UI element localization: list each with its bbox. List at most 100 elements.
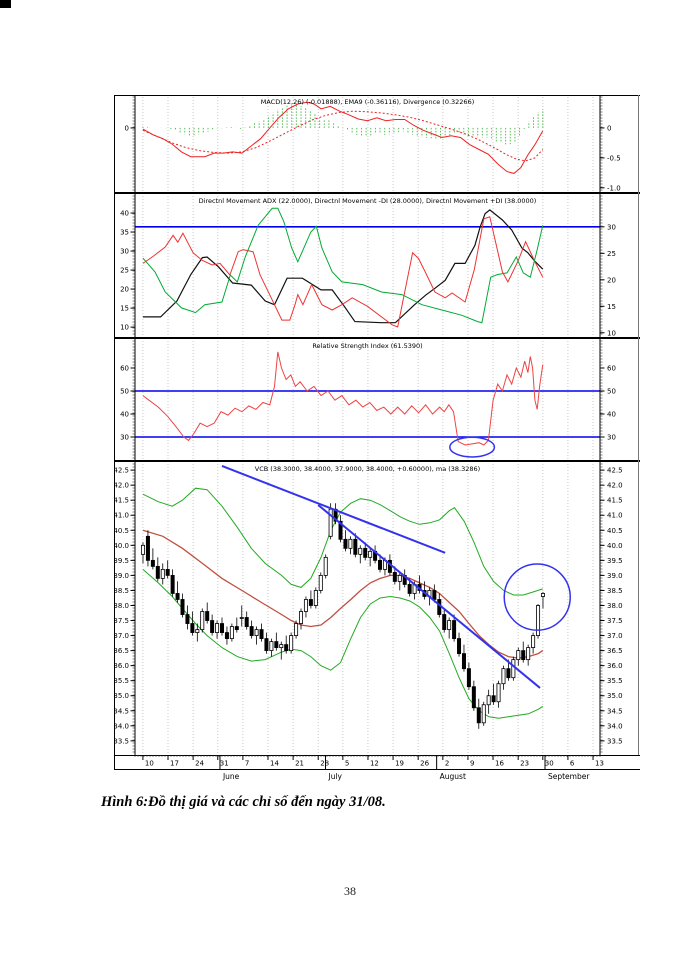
svg-text:37.0: 37.0 — [607, 632, 623, 640]
svg-text:36.0: 36.0 — [114, 662, 129, 670]
panel-rsi: 60 50 40 30 60 50 40 30 Relative Strength Index … — [120, 339, 616, 460]
svg-text:41.5: 41.5 — [607, 497, 623, 505]
svg-text:41.0: 41.0 — [114, 512, 129, 520]
svg-text:12: 12 — [370, 760, 379, 768]
panel-dmi: 40 35 30 25 20 15 10 30 25 20 15 10 Directnl Movemen… — [120, 194, 616, 337]
svg-text:30: 30 — [545, 760, 554, 768]
panel-title-dmi: Directnl Movement ADX (22.0000), Directn… — [199, 197, 537, 205]
svg-text:15: 15 — [607, 303, 616, 311]
svg-text:40: 40 — [607, 410, 616, 418]
svg-text:19: 19 — [395, 760, 404, 768]
svg-text:40: 40 — [120, 410, 129, 418]
svg-text:40.5: 40.5 — [114, 527, 129, 535]
svg-text:34.0: 34.0 — [114, 722, 129, 730]
svg-text:21: 21 — [295, 760, 304, 768]
svg-text:30: 30 — [120, 248, 129, 256]
svg-text:39.5: 39.5 — [607, 557, 623, 565]
svg-text:50: 50 — [607, 387, 616, 395]
svg-text:5: 5 — [345, 760, 349, 768]
svg-text:41.5: 41.5 — [114, 497, 129, 505]
svg-text:42.0: 42.0 — [114, 482, 129, 490]
svg-text:41.0: 41.0 — [607, 512, 623, 520]
svg-text:39.0: 39.0 — [114, 572, 129, 580]
svg-text:35: 35 — [120, 229, 129, 237]
month-label-september: September — [548, 772, 590, 781]
svg-text:36.5: 36.5 — [607, 647, 623, 655]
svg-text:30: 30 — [607, 433, 616, 441]
svg-text:60: 60 — [607, 364, 616, 372]
page-number: 38 — [344, 884, 356, 898]
scan-artifact-mark — [0, 0, 11, 8]
svg-text:-1.0: -1.0 — [607, 184, 621, 192]
svg-text:34.0: 34.0 — [607, 722, 623, 730]
panel-title-price: VCB (38.3000, 38.4000, 37.9000, 38.4000,… — [255, 465, 480, 473]
svg-text:-0.5: -0.5 — [607, 154, 621, 162]
svg-text:6: 6 — [570, 760, 575, 768]
panel-title-macd: MACD(12,26) (-0.01888), EMA9 (-0.36116),… — [261, 98, 475, 106]
svg-text:39.0: 39.0 — [607, 572, 623, 580]
svg-text:39.5: 39.5 — [114, 557, 129, 565]
month-label-july: July — [328, 772, 343, 781]
svg-text:28: 28 — [320, 760, 329, 768]
date-axis: 10 17 24 31 7 14 21 28 5 12 19 26 2 9 16 23 30 6 13 June Jul… — [114, 755, 640, 781]
svg-text:42.0: 42.0 — [607, 482, 623, 490]
month-label-june: June — [222, 772, 240, 781]
svg-text:38.5: 38.5 — [607, 587, 623, 595]
svg-text:10: 10 — [607, 329, 616, 337]
svg-text:40.0: 40.0 — [114, 542, 129, 550]
svg-text:36.0: 36.0 — [607, 662, 623, 670]
svg-text:31: 31 — [220, 760, 229, 768]
svg-text:37.5: 37.5 — [607, 617, 623, 625]
svg-text:30: 30 — [607, 223, 616, 231]
panel-price: 42.5 42.0 41.5 41.0 40.5 40.0 39.5 39.0 38.5 38.0… — [113, 462, 623, 755]
svg-text:37.0: 37.0 — [114, 632, 129, 640]
svg-text:10: 10 — [120, 324, 129, 332]
svg-text:36.5: 36.5 — [114, 647, 129, 655]
svg-text:24: 24 — [195, 760, 204, 768]
svg-text:42.5: 42.5 — [114, 467, 129, 475]
svg-text:38.0: 38.0 — [114, 602, 129, 610]
svg-text:23: 23 — [520, 760, 529, 768]
svg-text:40: 40 — [120, 210, 129, 218]
svg-text:15: 15 — [120, 305, 129, 313]
svg-text:35.0: 35.0 — [607, 692, 623, 700]
svg-text:20: 20 — [607, 276, 616, 284]
svg-text:35.5: 35.5 — [114, 677, 129, 685]
svg-text:17: 17 — [170, 760, 179, 768]
svg-text:34.5: 34.5 — [114, 707, 129, 715]
svg-text:33.5: 33.5 — [114, 737, 129, 745]
svg-text:35.0: 35.0 — [114, 692, 129, 700]
svg-text:30: 30 — [120, 433, 129, 441]
svg-text:42.5: 42.5 — [607, 467, 623, 475]
svg-text:14: 14 — [270, 760, 279, 768]
month-label-august: August — [440, 772, 466, 781]
svg-text:9: 9 — [470, 760, 474, 768]
svg-text:38.0: 38.0 — [607, 602, 623, 610]
svg-text:16: 16 — [495, 760, 504, 768]
svg-text:34.5: 34.5 — [607, 707, 623, 715]
svg-text:50: 50 — [120, 387, 129, 395]
stock-chart-figure: 0 0 -0.5 -1.0 MACD(12,26) (-0.01888), EMA9 (… — [113, 95, 640, 790]
panel-title-rsi: Relative Strength Index (61.5390) — [312, 342, 422, 350]
svg-text:40.5: 40.5 — [607, 527, 623, 535]
svg-text:26: 26 — [420, 760, 429, 768]
svg-text:33.5: 33.5 — [607, 737, 623, 745]
svg-text:13: 13 — [595, 760, 604, 768]
svg-text:25: 25 — [607, 250, 616, 258]
stock-chart-svg: 0 0 -0.5 -1.0 MACD(12,26) (-0.01888), EMA9 (… — [113, 95, 640, 781]
svg-text:35.5: 35.5 — [607, 677, 623, 685]
svg-text:25: 25 — [120, 267, 129, 275]
svg-text:40.0: 40.0 — [607, 542, 623, 550]
figure-caption: Hình 6:Đồ thị giá và các chỉ số đến ngày… — [101, 794, 386, 810]
svg-text:37.5: 37.5 — [114, 617, 129, 625]
panel-macd: 0 0 -0.5 -1.0 MACD(12,26) (-0.01888), EMA9 (… — [125, 95, 621, 192]
svg-text:7: 7 — [245, 760, 249, 768]
svg-text:60: 60 — [120, 364, 129, 372]
svg-text:2: 2 — [445, 760, 449, 768]
svg-text:10: 10 — [145, 760, 154, 768]
svg-text:20: 20 — [120, 286, 129, 294]
svg-text:0: 0 — [607, 124, 611, 132]
svg-text:38.5: 38.5 — [114, 587, 129, 595]
svg-text:0: 0 — [125, 124, 129, 132]
